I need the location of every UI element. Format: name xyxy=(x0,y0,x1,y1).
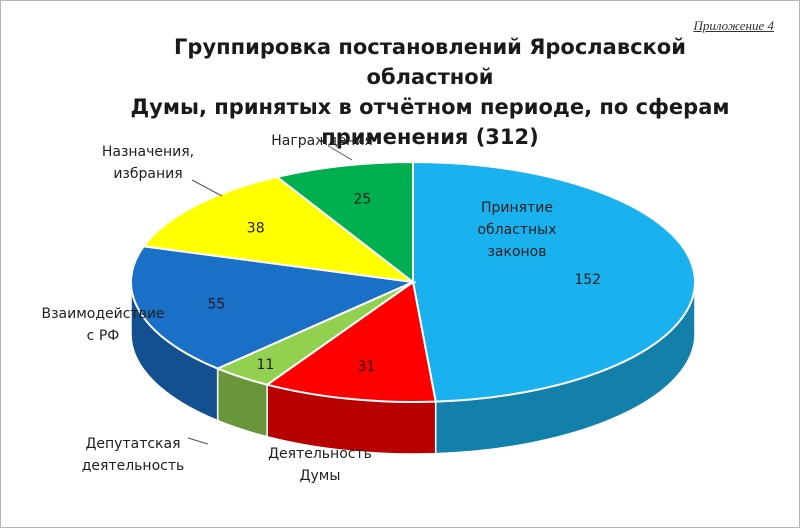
slice-value-label: 38 xyxy=(247,220,265,236)
leader-line xyxy=(191,179,223,197)
slice-value-label: 55 xyxy=(207,297,225,313)
slice-category-label: Назначения, избрания xyxy=(102,144,194,182)
pie-slice xyxy=(264,280,437,403)
pie-slice xyxy=(274,160,414,285)
chart-title-line: Группировка постановлений Ярославской об… xyxy=(174,35,686,89)
leader-line xyxy=(329,146,353,161)
pie-slice xyxy=(130,245,417,370)
slice-category-label: Взаимодействие с РФ xyxy=(41,306,164,344)
value-labels: 152 31 11 55 38 25 xyxy=(207,191,601,375)
appendix-label: Приложение 4 xyxy=(693,18,774,33)
pie-slice xyxy=(412,160,696,403)
slice-category-label: Депутатская деятельность xyxy=(82,436,185,474)
category-labels: Принятие областных законов Деятельность Думы… xyxy=(41,133,556,484)
slice-value-label: 11 xyxy=(256,357,274,373)
leader-line xyxy=(187,437,209,445)
slice-category-label: Принятие областных законов xyxy=(477,200,556,260)
slice-value-label: 152 xyxy=(574,272,601,288)
chart-title: Группировка постановлений Ярославской об… xyxy=(110,32,750,152)
slice-category-label: Деятельность Думы xyxy=(268,446,372,484)
slice-value-label: 31 xyxy=(357,359,375,375)
slice-value-label: 25 xyxy=(354,191,372,207)
pie-slice xyxy=(141,175,417,284)
chart-title-line: Думы, принятых в отчётном периоде, по сф… xyxy=(130,95,730,119)
slice-category-label: Награждения xyxy=(271,133,373,149)
pie-top xyxy=(130,160,696,403)
chart-title-line: применения (312) xyxy=(321,125,539,149)
